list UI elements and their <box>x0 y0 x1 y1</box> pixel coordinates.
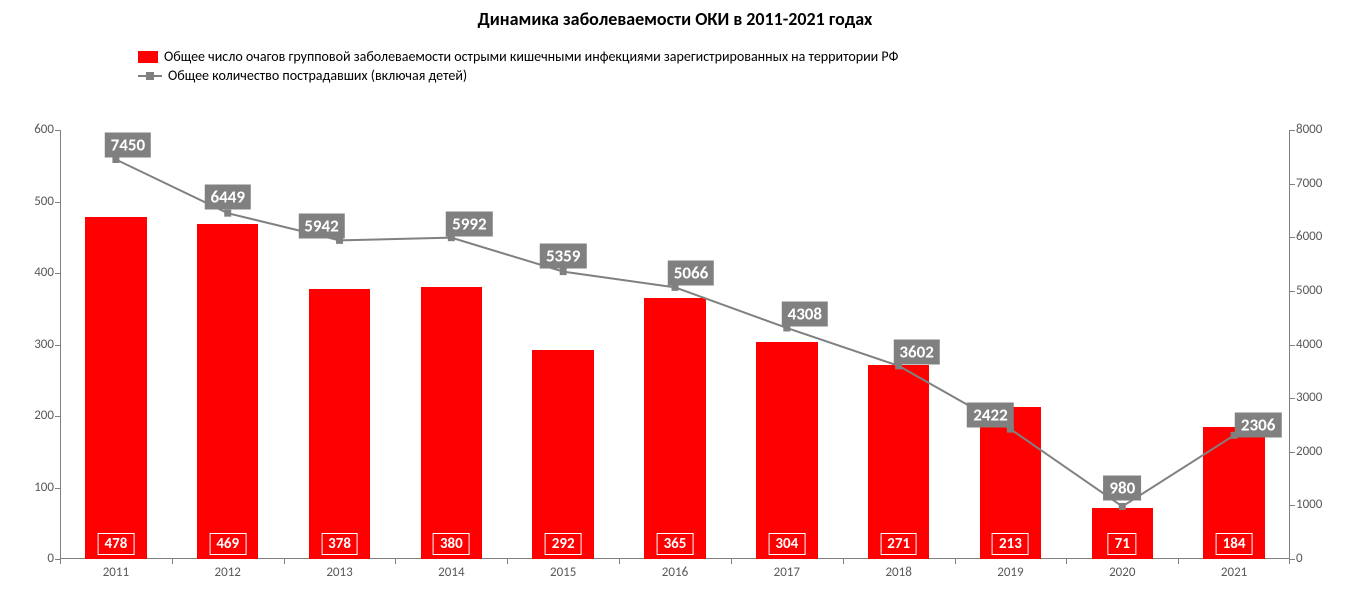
x-tick-label: 2014 <box>395 565 507 580</box>
y-right-tick-label: 5000 <box>1296 283 1340 298</box>
x-tick-mark <box>619 559 620 564</box>
y-right-tick-mark <box>1290 184 1295 185</box>
category: 712020 <box>1066 130 1178 559</box>
bar-data-label: 271 <box>880 533 917 555</box>
y-right-tick-label: 3000 <box>1296 390 1340 405</box>
y-right-tick-mark <box>1290 345 1295 346</box>
x-tick-mark <box>172 559 173 564</box>
x-tick-label: 2021 <box>1178 565 1290 580</box>
y-right-tick-mark <box>1290 237 1295 238</box>
bar: 378 <box>309 289 371 559</box>
y-left-tick-label: 300 <box>10 337 54 352</box>
bar: 271 <box>868 365 930 559</box>
bar-data-label: 378 <box>321 533 358 555</box>
y-right-tick-mark <box>1290 559 1295 560</box>
chart-legend: Общее число очагов групповой заболеваемо… <box>138 48 1320 86</box>
x-tick-label: 2011 <box>60 565 172 580</box>
legend-swatch-bar-icon <box>138 51 158 63</box>
y-right-tick-mark <box>1290 130 1295 131</box>
legend-item-line: Общее количество пострадавших (включая д… <box>138 67 1320 84</box>
bar: 184 <box>1203 427 1265 559</box>
x-tick-mark <box>1178 559 1179 564</box>
y-right-tick-label: 0 <box>1296 551 1340 566</box>
y-left-tick-label: 0 <box>10 551 54 566</box>
bar: 469 <box>197 224 259 559</box>
bar-data-label: 365 <box>657 533 694 555</box>
legend-swatch-line-icon <box>138 70 162 82</box>
category: 4692012 <box>172 130 284 559</box>
legend-label-bars: Общее число очагов групповой заболеваемо… <box>164 48 898 65</box>
y-axis-right: 010002000300040005000600070008000 <box>1290 130 1340 559</box>
y-right-tick-mark <box>1290 398 1295 399</box>
y-right-tick-mark <box>1290 505 1295 506</box>
bar: 380 <box>421 287 483 559</box>
category: 2922015 <box>507 130 619 559</box>
y-right-tick-label: 7000 <box>1296 176 1340 191</box>
category: 3802014 <box>395 130 507 559</box>
category: 2712018 <box>843 130 955 559</box>
category: 2132019 <box>955 130 1067 559</box>
y-axis-left: 0100200300400500600 <box>10 130 60 559</box>
x-tick-label: 2013 <box>284 565 396 580</box>
bar-data-label: 304 <box>768 533 805 555</box>
y-left-tick-label: 100 <box>10 480 54 495</box>
x-tick-mark <box>1289 559 1290 564</box>
category: 3652016 <box>619 130 731 559</box>
x-tick-label: 2015 <box>507 565 619 580</box>
x-tick-mark <box>395 559 396 564</box>
x-tick-mark <box>843 559 844 564</box>
x-tick-mark <box>1066 559 1067 564</box>
chart-container: Динамика заболеваемости ОКИ в 2011-2021 … <box>0 0 1350 589</box>
chart-title: Динамика заболеваемости ОКИ в 2011-2021 … <box>0 8 1350 30</box>
bar: 292 <box>532 350 594 559</box>
category: 4782011 <box>60 130 172 559</box>
y-right-tick-label: 4000 <box>1296 337 1340 352</box>
x-tick-label: 2012 <box>172 565 284 580</box>
y-right-tick-label: 6000 <box>1296 229 1340 244</box>
bar-data-label: 184 <box>1216 533 1253 555</box>
category: 3782013 <box>284 130 396 559</box>
categories-layer: 4782011469201237820133802014292201536520… <box>60 130 1290 559</box>
bar: 71 <box>1092 508 1154 559</box>
x-tick-label: 2017 <box>731 565 843 580</box>
y-right-tick-mark <box>1290 291 1295 292</box>
bar: 365 <box>644 298 706 559</box>
x-tick-mark <box>60 559 61 564</box>
bar-data-label: 292 <box>545 533 582 555</box>
x-tick-mark <box>284 559 285 564</box>
y-left-tick-label: 600 <box>10 122 54 137</box>
bar-data-label: 71 <box>1108 533 1137 555</box>
x-tick-label: 2016 <box>619 565 731 580</box>
bar: 304 <box>756 342 818 559</box>
bar-data-label: 213 <box>992 533 1029 555</box>
x-tick-mark <box>731 559 732 564</box>
y-left-tick-label: 400 <box>10 265 54 280</box>
bar: 478 <box>85 217 147 559</box>
y-right-tick-label: 8000 <box>1296 122 1340 137</box>
y-left-tick-label: 500 <box>10 194 54 209</box>
legend-item-bars: Общее число очагов групповой заболеваемо… <box>138 48 1320 65</box>
x-tick-label: 2020 <box>1066 565 1178 580</box>
x-tick-mark <box>955 559 956 564</box>
y-right-tick-label: 2000 <box>1296 444 1340 459</box>
category: 3042017 <box>731 130 843 559</box>
bar-data-label: 380 <box>433 533 470 555</box>
x-tick-label: 2019 <box>955 565 1067 580</box>
y-right-tick-label: 1000 <box>1296 497 1340 512</box>
x-tick-mark <box>507 559 508 564</box>
bar-data-label: 469 <box>209 533 246 555</box>
bar-data-label: 478 <box>98 533 135 555</box>
x-tick-label: 2018 <box>843 565 955 580</box>
y-right-tick-mark <box>1290 452 1295 453</box>
plot-area: 0100200300400500600 01000200030004000500… <box>60 130 1290 559</box>
y-left-tick-label: 200 <box>10 408 54 423</box>
bar: 213 <box>980 407 1042 559</box>
legend-label-line: Общее количество пострадавших (включая д… <box>168 67 467 84</box>
category: 1842021 <box>1178 130 1290 559</box>
